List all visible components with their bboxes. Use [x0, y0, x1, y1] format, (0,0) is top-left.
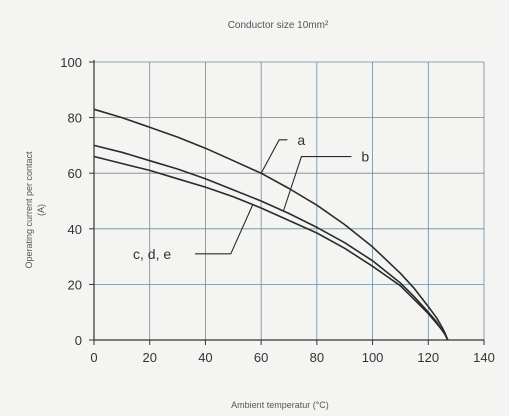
x-tick-label-140: 140: [473, 350, 495, 365]
annotation-leader-3: [195, 204, 254, 255]
chart-title: Conductor size 10mm²: [228, 20, 329, 31]
y-tick-label-40: 40: [68, 222, 82, 237]
y-tick-label-60: 60: [68, 166, 82, 181]
annotation-label-3: c, d, e: [133, 246, 171, 262]
x-tick-label-120: 120: [417, 350, 439, 365]
y-tick-label-0: 0: [75, 333, 82, 348]
x-tick-label-80: 80: [310, 350, 324, 365]
x-axis-label: Ambient temperatur (°C): [231, 400, 329, 410]
annotation-label-1: a: [297, 132, 305, 148]
y-axis-label-line2: (A): [36, 204, 46, 216]
x-tick-label-20: 20: [142, 350, 156, 365]
series-annotations: a b c, d, e: [133, 132, 369, 262]
grid: [94, 61, 485, 340]
y-tick-label-20: 20: [68, 277, 82, 292]
x-tick-label-0: 0: [90, 350, 97, 365]
annotation-leader-2: [282, 155, 352, 212]
y-tick-label-80: 80: [68, 111, 82, 126]
y-axis-label: Operating current per contact (A): [24, 151, 46, 269]
x-tick-label-40: 40: [198, 350, 212, 365]
x-tick-label-60: 60: [254, 350, 268, 365]
tick-labels: 0 20 40 60 80 100 120 140 0 20 40 60 80 100: [60, 55, 495, 365]
annotation-label-2: b: [361, 149, 369, 165]
axes: [89, 60, 485, 345]
series-line-2: [93, 144, 449, 341]
y-axis-label-line1: Operating current per contact: [24, 151, 34, 269]
series-lines: [93, 108, 449, 341]
y-tick-label-100: 100: [60, 55, 82, 70]
x-tick-label-100: 100: [362, 350, 384, 365]
annotation-leader-1: [260, 139, 288, 174]
series-line-1: [93, 108, 449, 341]
series-line-3: [93, 155, 449, 341]
